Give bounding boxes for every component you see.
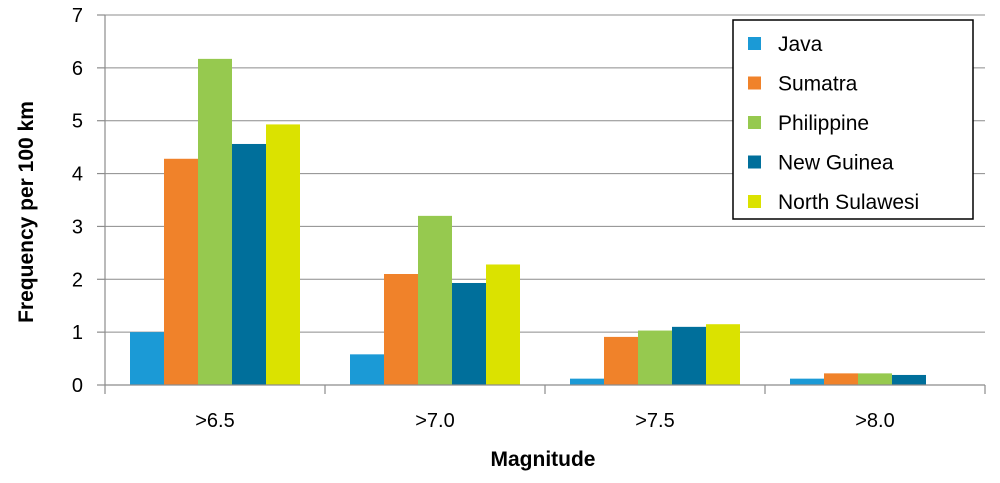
legend-label: Java (778, 33, 823, 56)
bar-philippine-1 (418, 215, 452, 385)
bar-sumatra-0 (164, 158, 198, 385)
bar-java-0 (130, 332, 164, 385)
x-tick-labels: >6.5 >7.0 >7.5 >8.0 (195, 410, 894, 432)
y-tick-label: 1 (72, 322, 83, 344)
y-tick-label: 6 (72, 58, 83, 80)
x-tick-label: >6.5 (195, 410, 234, 432)
bar-north-sulawesi-0 (266, 124, 300, 386)
y-tick-label: 2 (72, 269, 83, 291)
bar-philippine-2 (638, 330, 672, 385)
bar-java-2 (570, 378, 604, 385)
legend-label: Philippine (778, 112, 869, 135)
y-tick-labels: 0 1 2 3 4 5 6 7 (72, 5, 83, 397)
y-tick-label: 0 (72, 375, 83, 397)
x-tick-label: >7.5 (635, 410, 674, 432)
legend-label: North Sulawesi (778, 191, 919, 214)
bar-philippine-0 (198, 58, 232, 385)
legend-swatch (748, 116, 761, 129)
bar-new-guinea-3 (892, 374, 926, 385)
legend-swatch (748, 76, 761, 90)
bar-new-guinea-2 (672, 326, 706, 385)
y-tick-label: 5 (72, 111, 83, 133)
y-tick-label: 7 (72, 5, 83, 27)
bar-philippine-3 (858, 373, 892, 385)
legend-label: Sumatra (778, 73, 858, 96)
legend: Java Sumatra Philippine New Guinea North Sul… (732, 19, 974, 220)
bar-new-guinea-0 (232, 143, 266, 385)
bar-java-1 (350, 354, 384, 385)
x-axis-title: Magnitude (491, 448, 596, 471)
bar-sumatra-1 (384, 274, 418, 385)
bar-sumatra-3 (824, 373, 858, 385)
legend-box (732, 19, 974, 220)
bars (130, 58, 926, 386)
legend-label: New Guinea (778, 152, 894, 175)
y-axis-title: Frequency per 100 km (15, 101, 38, 323)
y-tick-label: 4 (72, 164, 83, 186)
x-tick-label: >8.0 (855, 410, 894, 432)
bar-java-3 (790, 378, 824, 385)
bar-new-guinea-1 (452, 282, 486, 385)
x-tick-label: >7.0 (415, 410, 454, 432)
y-tick-label: 3 (72, 216, 83, 238)
bar-sumatra-2 (604, 336, 638, 385)
axes (97, 14, 986, 394)
legend-swatch (748, 37, 761, 50)
legend-swatch (748, 195, 761, 208)
bar-north-sulawesi-1 (486, 264, 520, 385)
bar-north-sulawesi-2 (706, 324, 740, 385)
legend-swatch (748, 155, 761, 169)
